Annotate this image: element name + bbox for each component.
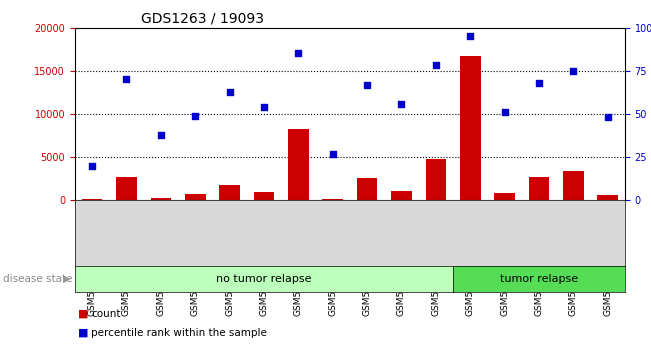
Point: [431, 62, 441, 68]
Point: [534, 80, 544, 86]
Bar: [288, 129, 309, 200]
Point: [258, 104, 269, 110]
Point: [121, 77, 132, 82]
Text: percentile rank within the sample: percentile rank within the sample: [91, 328, 267, 338]
Point: [603, 115, 613, 120]
Bar: [426, 159, 446, 200]
Text: ■: ■: [78, 309, 89, 319]
Bar: [529, 177, 549, 200]
Point: [156, 132, 166, 137]
Bar: [150, 197, 171, 200]
Point: [293, 51, 303, 56]
Text: disease state: disease state: [3, 274, 73, 284]
Bar: [254, 193, 274, 200]
Bar: [357, 178, 378, 200]
Text: GDS1263 / 19093: GDS1263 / 19093: [141, 11, 264, 25]
Text: count: count: [91, 309, 120, 319]
Bar: [460, 56, 480, 200]
Point: [499, 109, 510, 115]
Bar: [82, 199, 102, 200]
Text: ■: ■: [78, 328, 89, 338]
Bar: [598, 195, 618, 200]
Point: [225, 90, 235, 95]
Bar: [185, 194, 206, 200]
Bar: [116, 177, 137, 200]
Bar: [322, 199, 343, 200]
Bar: [563, 171, 584, 200]
Point: [87, 163, 97, 168]
Text: tumor relapse: tumor relapse: [500, 274, 578, 284]
Text: ▶: ▶: [63, 274, 71, 284]
Point: [327, 152, 338, 157]
Text: no tumor relapse: no tumor relapse: [216, 274, 312, 284]
Point: [362, 82, 372, 88]
Point: [190, 114, 201, 119]
Bar: [494, 193, 515, 200]
Point: [568, 68, 579, 73]
Point: [396, 101, 407, 106]
Bar: [219, 185, 240, 200]
Bar: [391, 190, 412, 200]
Point: [465, 33, 475, 39]
